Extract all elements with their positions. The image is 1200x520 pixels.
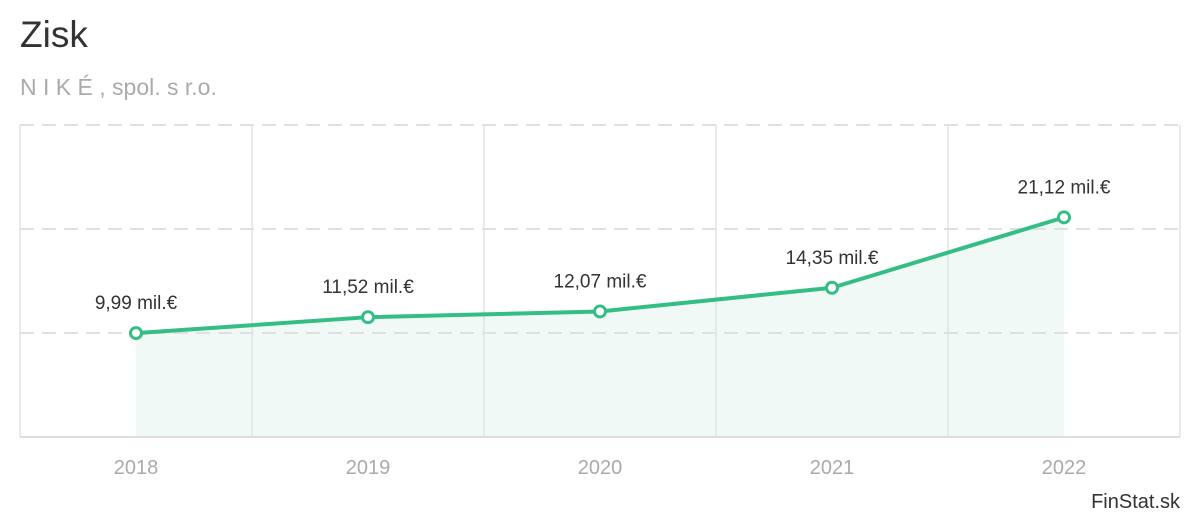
area-fill	[136, 217, 1064, 437]
data-label: 12,07 mil.€	[554, 271, 647, 292]
data-label: 14,35 mil.€	[786, 248, 879, 269]
data-point	[361, 310, 375, 325]
chart-subtitle: N I K É , spol. s r.o.	[20, 74, 217, 100]
data-point	[825, 280, 839, 295]
data-point	[129, 326, 143, 341]
x-tick-label: 2021	[810, 457, 855, 479]
credit-link[interactable]: FinStat.sk	[1091, 491, 1180, 513]
data-label: 9,99 mil.€	[95, 293, 178, 314]
x-tick-label: 2022	[1042, 457, 1087, 479]
data-point	[593, 304, 607, 319]
chart-title: Zisk	[20, 14, 88, 55]
data-point	[1057, 210, 1071, 225]
data-label: 21,12 mil.€	[1018, 177, 1111, 198]
x-tick-label: 2018	[114, 457, 159, 479]
x-tick-label: 2019	[346, 457, 391, 479]
x-tick-label: 2020	[578, 457, 623, 479]
data-label: 11,52 mil.€	[322, 277, 414, 298]
